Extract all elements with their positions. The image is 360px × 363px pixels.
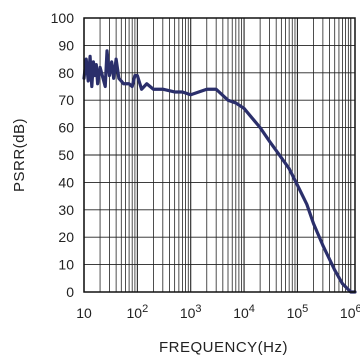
y-tick-label: 70 <box>58 92 74 108</box>
x-tick-labels: 10 102 103 104 105 106 <box>76 303 360 321</box>
y-axis-title: PSRR(dB) <box>11 118 28 192</box>
x-axis-title: FREQUENCY(Hz) <box>159 339 288 356</box>
y-tick-label: 60 <box>58 120 74 136</box>
plot-frame <box>83 17 356 293</box>
y-tick-label: 90 <box>58 37 74 53</box>
y-tick-label: 30 <box>58 202 74 218</box>
y-tick-label: 80 <box>58 65 74 81</box>
grid-layer <box>83 17 355 293</box>
y-tick-label: 40 <box>58 174 74 190</box>
frame-layer <box>83 17 356 293</box>
y-tick-label: 10 <box>58 257 74 273</box>
series-layer <box>82 49 357 294</box>
x-tick-label: 104 <box>233 303 255 321</box>
y-tick-label: 0 <box>66 284 74 300</box>
x-tick-label: 10 <box>76 305 92 321</box>
x-tick-label: 102 <box>127 303 149 321</box>
x-tick-label: 105 <box>287 303 309 321</box>
y-tick-label: 50 <box>58 147 74 163</box>
y-tick-label: 20 <box>58 229 74 245</box>
y-tick-label: 100 <box>51 10 75 26</box>
x-tick-label: 106 <box>340 303 360 321</box>
psrr-series-line <box>82 49 357 294</box>
y-tick-labels: 0 10 20 30 40 50 60 70 80 90 100 <box>51 10 75 300</box>
x-tick-label: 103 <box>180 303 202 321</box>
